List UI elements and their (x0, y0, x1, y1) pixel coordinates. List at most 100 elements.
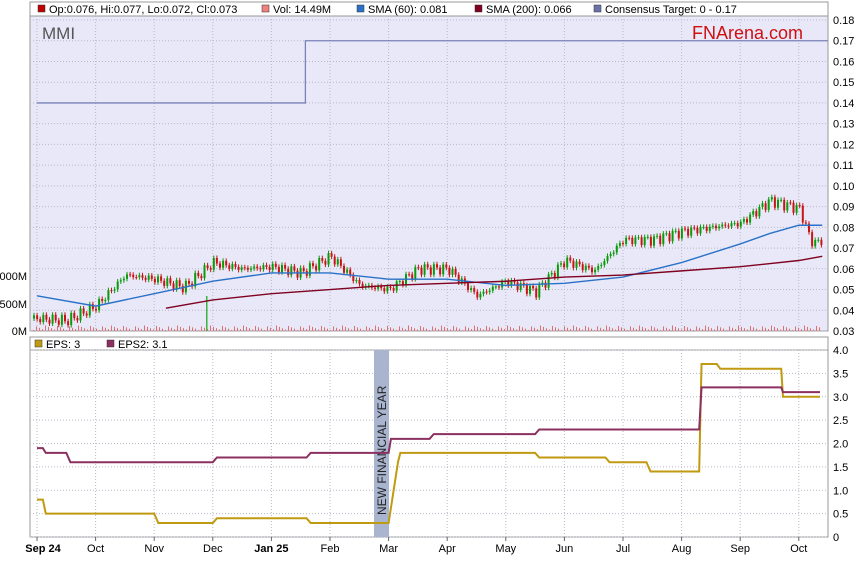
volume-bar (183, 328, 184, 331)
candle-body (411, 274, 414, 280)
candle-body (398, 281, 401, 283)
candle-body (668, 233, 671, 242)
candle-body (699, 227, 702, 234)
volume-bar (738, 325, 739, 331)
volume-bar (723, 328, 724, 331)
eps-grid (30, 349, 828, 538)
candle-body (646, 236, 649, 238)
volume-bar (666, 327, 667, 331)
candle-body (116, 281, 119, 290)
volume-bar (501, 327, 502, 331)
volume-bar (675, 326, 676, 331)
candle-body (587, 265, 590, 268)
volume-bar (126, 327, 127, 331)
volume-bar (552, 325, 553, 331)
candle-body (653, 236, 655, 246)
candle-body (538, 284, 541, 298)
candle-body (129, 274, 132, 276)
x-axis-tick-label: Dec (203, 543, 223, 555)
volume-bar (234, 326, 235, 331)
volume-bar (402, 327, 403, 331)
volume-bar (735, 329, 736, 331)
volume-bar (672, 325, 673, 331)
candle-body (439, 267, 442, 275)
candle-body (609, 253, 612, 256)
volume-bar (669, 329, 670, 331)
volume-bar (294, 328, 295, 331)
volume-bar (807, 326, 808, 331)
price-y-tick: 0.13 (833, 119, 854, 131)
eps-lines (37, 363, 820, 524)
candle-body (395, 281, 398, 291)
volume-bar (540, 325, 541, 331)
eps-y-axis: 0 0.5 1.0 1.5 2.0 2.5 3.0 3.5 4.0 (833, 345, 848, 544)
candle-body (82, 308, 85, 314)
volume-bar (225, 327, 226, 331)
volume-bar (759, 330, 760, 331)
volume-bar (534, 327, 535, 331)
candle-body (482, 291, 485, 294)
candle-body (715, 225, 717, 229)
volume-bar (678, 328, 679, 331)
price-candles (33, 194, 823, 328)
candle-body (85, 313, 88, 316)
candle-body (386, 286, 389, 292)
candle-body (804, 222, 807, 224)
x-axis: Sep 24 Oct Nov Dec Jan 25 Feb Mar Apr May Jun Jul A… (25, 537, 807, 555)
volume-bar (504, 329, 505, 331)
volume-bar (51, 328, 52, 331)
price-grid (30, 16, 828, 332)
candle-body (33, 315, 35, 319)
volume-bar (141, 329, 142, 331)
candle-body (485, 291, 488, 293)
volume-bar (450, 329, 451, 331)
volume-bar (102, 326, 103, 331)
volume-bar (414, 328, 415, 331)
candle-body (600, 264, 603, 266)
candle-body (615, 245, 618, 253)
price-y-tick: 0.07 (833, 243, 854, 255)
x-axis-tick-label: Sep 24 (25, 543, 61, 555)
candle-body (51, 314, 54, 324)
volume-bar (123, 325, 124, 331)
candle-body (470, 288, 473, 291)
candle-body (656, 235, 659, 237)
volume-bar (288, 325, 289, 331)
volume-bar (633, 327, 634, 331)
candle-body (401, 281, 404, 286)
volume-bar (780, 329, 781, 331)
candle-body (578, 261, 581, 265)
volume-bar (627, 330, 628, 331)
sma-200-line (165, 255, 823, 309)
legend-bottom: EPS: 3 EPS2: 3.1 (34, 339, 168, 351)
volume-bar (579, 328, 580, 331)
candle-body (181, 286, 184, 293)
candle-body (374, 287, 376, 289)
volume-bar (153, 329, 154, 331)
candle-body (265, 265, 268, 268)
volume-bar (621, 327, 622, 331)
candle-body (119, 280, 122, 282)
volume-bar (429, 330, 430, 331)
volume-bar (174, 329, 175, 331)
volume-bar (573, 325, 574, 331)
volume-bar (624, 328, 625, 331)
volume-bar (159, 327, 160, 331)
volume-bar (198, 330, 199, 331)
candle-body (584, 265, 587, 271)
volume-bar (456, 327, 457, 331)
eps-y-tick: 0.5 (833, 509, 848, 521)
volume-bar (93, 327, 94, 331)
candle-body (606, 255, 609, 262)
volume-bar (645, 328, 646, 331)
x-axis-tick-label: Aug (672, 543, 692, 555)
candle-body (777, 199, 779, 208)
symbol-label: MMI (42, 24, 75, 43)
volume-bar (69, 326, 70, 331)
x-axis-tick-label: Apr (439, 543, 456, 555)
volume-bar (57, 325, 58, 331)
volume-bar (387, 325, 388, 331)
volume-bar (771, 325, 772, 331)
legend-top-label: Consensus Target: 0 - 0.17 (605, 4, 737, 16)
